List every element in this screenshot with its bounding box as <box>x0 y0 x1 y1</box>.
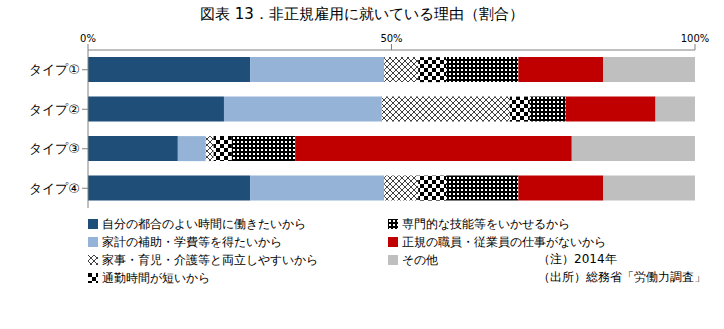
svg-text:タイプ③: タイプ③ <box>29 141 80 156</box>
html-text:図表 13．非正規雇用に就いている理由（割合）: 図表 13．非正規雇用に就いている理由（割合） <box>200 5 524 23</box>
html-text:家計の補助・学費等を得たいから: 家計の補助・学費等を得たいから <box>102 234 282 249</box>
html-text:正規の職員・従業員の仕事がないから: 正規の職員・従業員の仕事がないから <box>402 234 606 249</box>
svg-text:100%: 100% <box>681 33 710 44</box>
svg-text:タイプ①: タイプ① <box>29 62 80 77</box>
svg-text:0%: 0% <box>80 33 96 44</box>
svg-text:タイプ④: タイプ④ <box>29 181 80 196</box>
svg-text:タイプ②: タイプ② <box>29 102 80 117</box>
html-text:専門的な技能等をいかせるから: 専門的な技能等をいかせるから <box>402 216 570 231</box>
html-text:家事・育児・介護等と両立しやすいから: 家事・育児・介護等と両立しやすいから <box>102 252 318 267</box>
html-text:（出所）総務省「労働力調査」: （出所）総務省「労働力調査」 <box>538 270 706 284</box>
html-text:その他: その他 <box>402 252 438 267</box>
html-text:自分の都合のよい時間に働きたいから: 自分の都合のよい時間に働きたいから <box>102 216 306 231</box>
html-text:通勤時間が短いから: 通勤時間が短いから <box>102 270 210 285</box>
html-text:（注）2014年: （注）2014年 <box>538 252 617 266</box>
svg-text:50%: 50% <box>380 33 402 44</box>
